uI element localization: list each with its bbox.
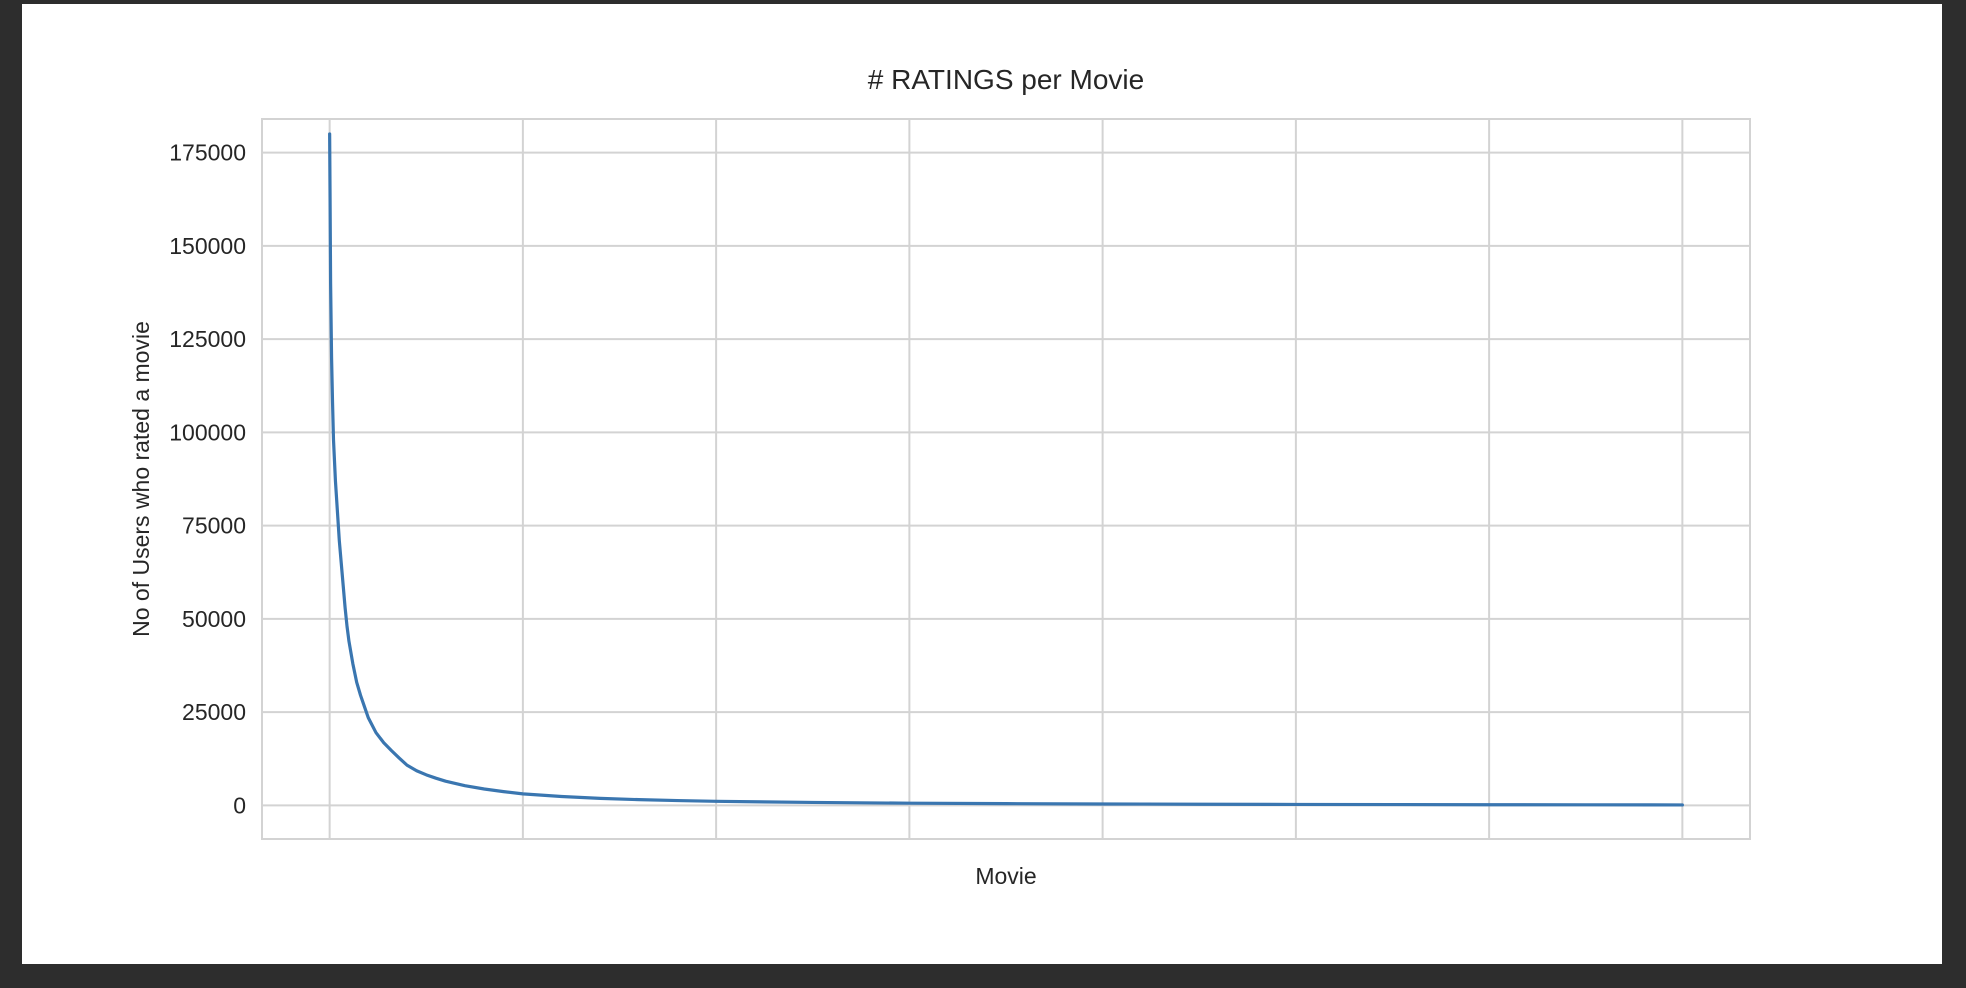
chart-canvas: 0 25000 50000 75000 100000 125000 150000 175000… <box>128 64 1751 889</box>
y-tick-label: 150000 <box>169 233 246 259</box>
y-tick-label: 50000 <box>182 606 246 632</box>
y-tick-label: 25000 <box>182 699 246 725</box>
series-line <box>328 132 1684 807</box>
y-tick-label: 125000 <box>169 326 246 352</box>
plot-frame <box>261 118 1751 840</box>
y-tick-label: 175000 <box>169 140 246 166</box>
y-tick-label: 100000 <box>169 419 246 445</box>
chart-title: # RATINGS per Movie <box>868 64 1144 95</box>
x-axis-label: Movie <box>975 863 1036 889</box>
y-tick-label: 0 <box>233 792 246 818</box>
chart-figure: 0 25000 50000 75000 100000 125000 150000 175000… <box>22 4 1942 964</box>
y-tick-label: 75000 <box>182 513 246 539</box>
grid <box>262 119 1750 839</box>
y-tick-labels: 0 25000 50000 75000 100000 125000 150000 175000 <box>169 140 246 819</box>
y-axis-label: No of Users who rated a movie <box>128 321 154 637</box>
